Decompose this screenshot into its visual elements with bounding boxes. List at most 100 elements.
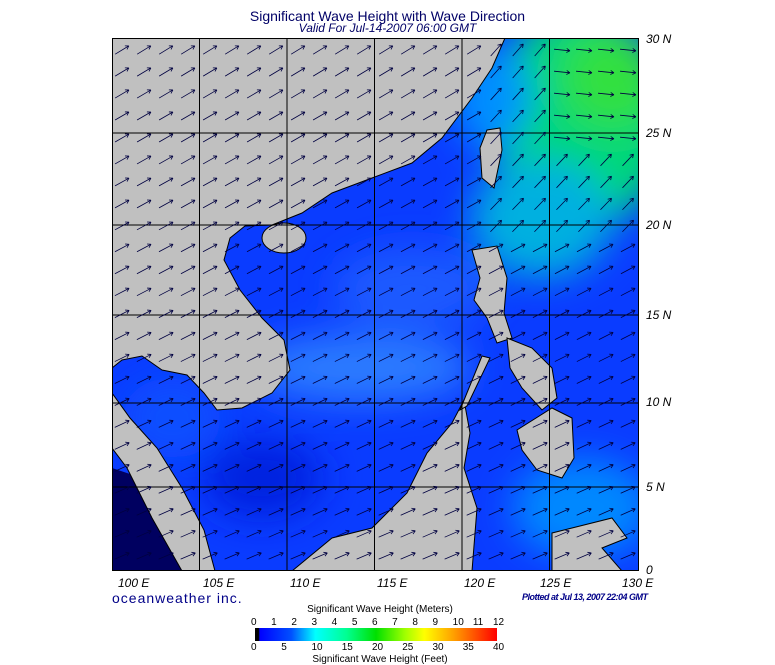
feet-tick-label: 40 bbox=[493, 642, 505, 653]
wave-arrow bbox=[598, 551, 614, 560]
wave-arrow bbox=[136, 199, 152, 209]
wave-arrow bbox=[290, 89, 306, 99]
wave-arrow bbox=[246, 507, 262, 516]
wave-arrow bbox=[158, 111, 174, 121]
wave-arrow bbox=[202, 155, 218, 165]
wave-arrow bbox=[180, 133, 196, 143]
wave-arrow bbox=[620, 287, 636, 297]
meter-tick-label: 3 bbox=[311, 617, 318, 628]
wave-arrow bbox=[576, 331, 592, 340]
wave-arrow bbox=[556, 219, 568, 233]
lon-label: 105 E bbox=[203, 576, 235, 590]
wave-arrow bbox=[158, 463, 174, 472]
wave-arrow bbox=[400, 287, 416, 297]
wave-arrow bbox=[224, 485, 240, 494]
wave-arrow bbox=[400, 419, 416, 428]
feet-tick-label: 25 bbox=[402, 642, 414, 653]
wave-arrow bbox=[466, 133, 482, 143]
feet-tick-label: 10 bbox=[311, 642, 323, 653]
wave-arrow bbox=[356, 67, 372, 77]
wave-arrow bbox=[334, 177, 350, 187]
wave-arrow bbox=[510, 243, 526, 253]
wave-arrow bbox=[466, 67, 482, 77]
wave-arrow bbox=[576, 551, 592, 560]
feet-tick-label: 5 bbox=[281, 642, 287, 653]
wave-arrow bbox=[512, 109, 524, 123]
wave-arrow bbox=[532, 507, 548, 516]
wave-arrow bbox=[598, 92, 615, 97]
wave-arrow bbox=[444, 463, 460, 472]
wave-arrow bbox=[534, 153, 546, 167]
wave-arrow bbox=[136, 45, 152, 55]
wave-arrow bbox=[334, 419, 350, 428]
wave-arrow bbox=[290, 133, 306, 143]
wave-arrow bbox=[312, 133, 328, 143]
wave-arrow bbox=[202, 375, 218, 384]
hainan bbox=[261, 222, 307, 254]
wave-arrow bbox=[224, 331, 240, 340]
wave-arrow bbox=[444, 331, 460, 340]
wave-arrow bbox=[224, 353, 240, 362]
wave-arrow bbox=[598, 136, 615, 141]
wave-arrow bbox=[400, 155, 416, 165]
meter-tick-label: 5 bbox=[351, 617, 358, 628]
wave-arrow bbox=[598, 243, 614, 253]
wave-arrow bbox=[400, 397, 416, 406]
wave-arrow bbox=[444, 243, 460, 253]
wave-arrow bbox=[378, 419, 394, 428]
wave-arrow bbox=[598, 48, 615, 53]
wave-arrow bbox=[378, 287, 394, 297]
wave-arrow bbox=[444, 265, 460, 275]
wave-arrow bbox=[356, 243, 372, 253]
wave-arrow bbox=[268, 133, 284, 143]
wave-arrow bbox=[532, 375, 548, 384]
wave-arrow bbox=[490, 109, 502, 123]
wave-arrow bbox=[510, 375, 526, 384]
wave-arrow bbox=[224, 177, 240, 187]
wave-arrow bbox=[422, 419, 438, 428]
wave-arrow bbox=[224, 419, 240, 428]
wave-arrow bbox=[268, 375, 284, 384]
wave-arrow bbox=[114, 243, 130, 253]
wave-map bbox=[112, 38, 639, 571]
wave-arrow bbox=[510, 287, 526, 297]
wave-arrow bbox=[114, 551, 130, 560]
wave-arrow bbox=[576, 243, 592, 253]
wave-arrow bbox=[246, 419, 262, 428]
wave-arrow bbox=[600, 219, 612, 233]
wave-arrow bbox=[334, 441, 350, 450]
wave-arrow bbox=[158, 45, 174, 55]
wave-arrow bbox=[114, 155, 130, 165]
wave-arrow bbox=[598, 397, 614, 406]
wave-arrow bbox=[136, 111, 152, 121]
wave-arrow bbox=[202, 243, 218, 253]
wave-arrow bbox=[312, 221, 328, 231]
wave-arrow bbox=[180, 265, 196, 275]
wave-arrow bbox=[356, 155, 372, 165]
wave-arrow bbox=[576, 309, 592, 318]
wave-arrow bbox=[422, 199, 438, 209]
wave-arrow bbox=[576, 114, 593, 119]
wave-arrow bbox=[488, 441, 504, 450]
wave-arrow bbox=[466, 221, 482, 231]
wave-arrow bbox=[490, 87, 502, 101]
wave-arrow bbox=[534, 219, 546, 233]
wave-arrow bbox=[246, 309, 262, 318]
wave-arrow bbox=[312, 551, 328, 560]
wave-arrow bbox=[158, 177, 174, 187]
wave-arrow bbox=[290, 375, 306, 384]
wave-arrow bbox=[488, 243, 504, 253]
meter-tick-label: 11 bbox=[472, 617, 484, 628]
wave-arrow bbox=[334, 133, 350, 143]
wave-arrow bbox=[180, 221, 196, 231]
wave-arrow bbox=[554, 441, 570, 450]
wave-arrow bbox=[268, 89, 284, 99]
meter-tick-label: 9 bbox=[432, 617, 439, 628]
wave-arrow bbox=[620, 114, 637, 119]
lat-label: 30 N bbox=[646, 32, 672, 46]
wave-arrow bbox=[400, 375, 416, 384]
wave-arrow bbox=[334, 155, 350, 165]
wave-arrow bbox=[378, 551, 394, 560]
wave-arrow bbox=[158, 331, 174, 340]
wave-arrow bbox=[334, 265, 350, 275]
